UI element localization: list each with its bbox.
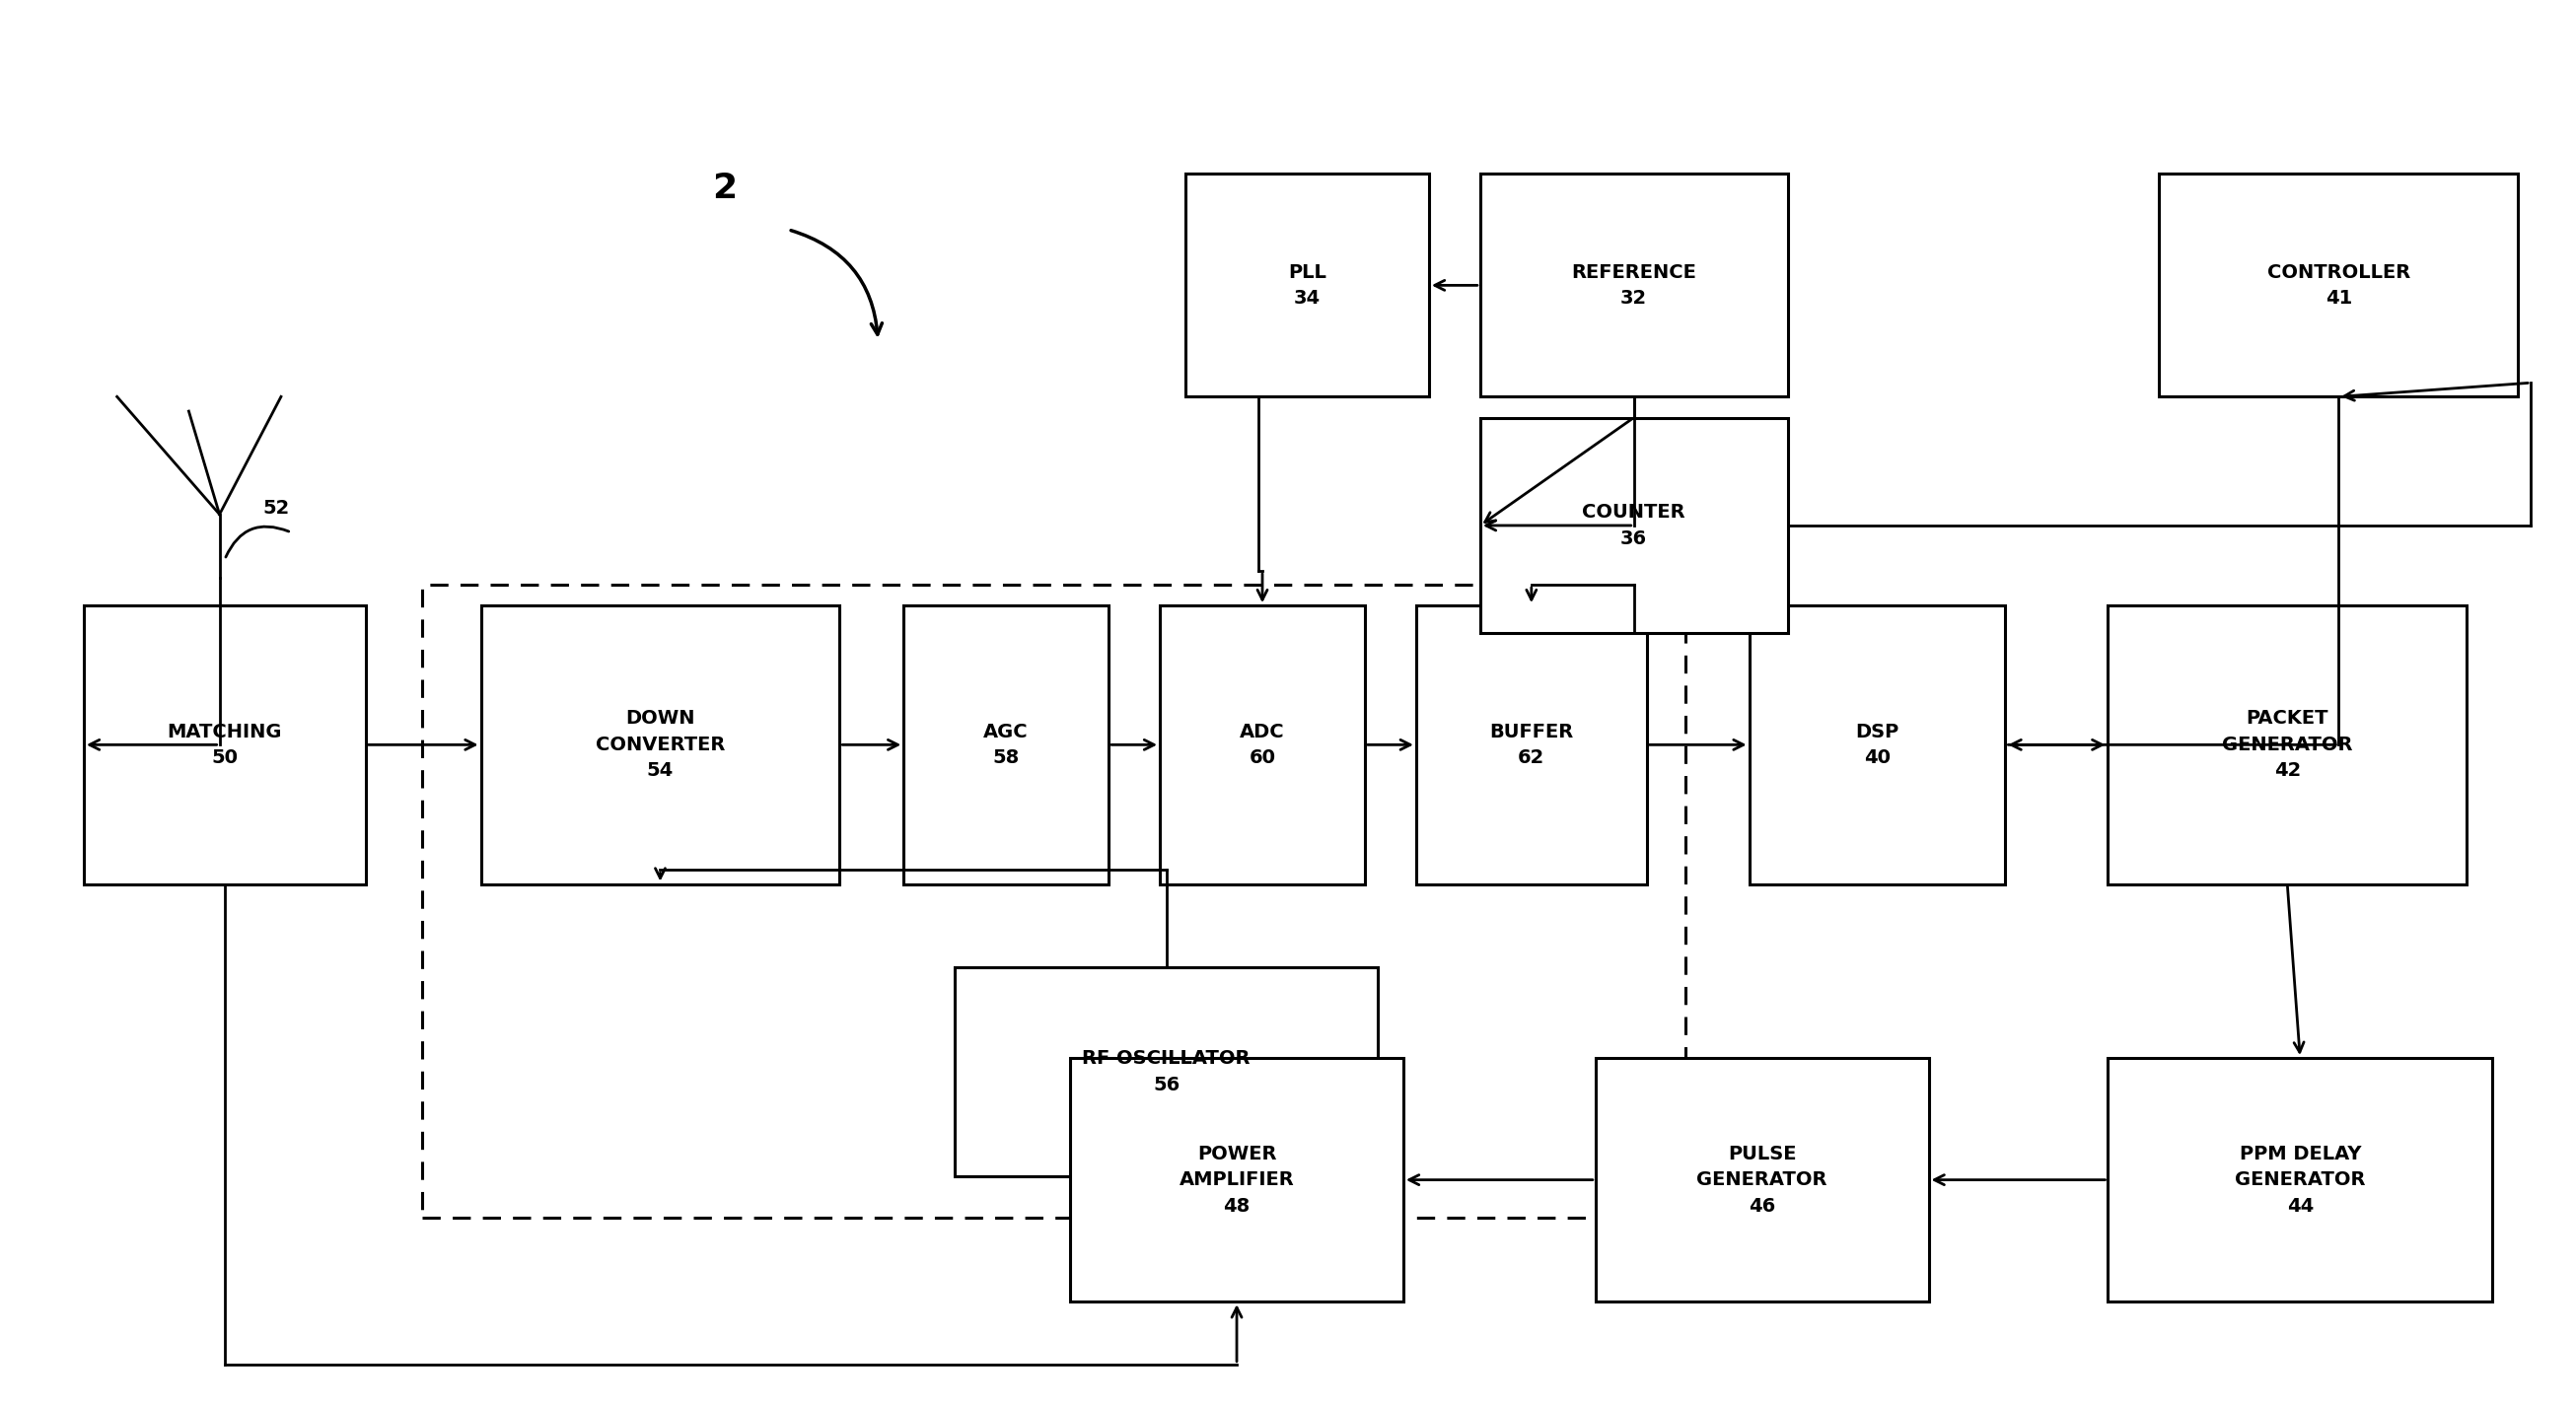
- Text: PULSE
GENERATOR
46: PULSE GENERATOR 46: [1698, 1144, 1826, 1215]
- FancyBboxPatch shape: [1481, 174, 1788, 396]
- Text: DSP
40: DSP 40: [1855, 723, 1899, 768]
- FancyBboxPatch shape: [1185, 174, 1430, 396]
- Text: DOWN
CONVERTER
54: DOWN CONVERTER 54: [595, 709, 724, 780]
- FancyBboxPatch shape: [956, 967, 1378, 1177]
- Text: ADC
60: ADC 60: [1239, 723, 1285, 768]
- Text: PACKET
GENERATOR
42: PACKET GENERATOR 42: [2223, 709, 2352, 780]
- Text: CONTROLLER
41: CONTROLLER 41: [2267, 263, 2411, 308]
- Text: PLL
34: PLL 34: [1288, 263, 1327, 308]
- FancyBboxPatch shape: [1595, 1059, 1929, 1302]
- Text: PPM DELAY
GENERATOR
44: PPM DELAY GENERATOR 44: [2236, 1144, 2365, 1215]
- FancyBboxPatch shape: [1417, 606, 1646, 884]
- Text: 2: 2: [711, 172, 737, 205]
- FancyBboxPatch shape: [2107, 606, 2468, 884]
- FancyBboxPatch shape: [1069, 1059, 1404, 1302]
- FancyBboxPatch shape: [82, 606, 366, 884]
- Text: COUNTER
36: COUNTER 36: [1582, 503, 1685, 548]
- FancyBboxPatch shape: [2107, 1059, 2494, 1302]
- FancyBboxPatch shape: [1749, 606, 2007, 884]
- FancyBboxPatch shape: [482, 606, 840, 884]
- FancyBboxPatch shape: [2159, 174, 2517, 396]
- Text: RF OSCILLATOR
56: RF OSCILLATOR 56: [1082, 1049, 1249, 1094]
- FancyBboxPatch shape: [1481, 418, 1788, 633]
- Text: BUFFER
62: BUFFER 62: [1489, 723, 1574, 768]
- FancyBboxPatch shape: [904, 606, 1108, 884]
- FancyBboxPatch shape: [1159, 606, 1365, 884]
- Text: 52: 52: [263, 499, 291, 517]
- Text: AGC
58: AGC 58: [984, 723, 1028, 768]
- Text: MATCHING
50: MATCHING 50: [167, 723, 283, 768]
- Text: REFERENCE
32: REFERENCE 32: [1571, 263, 1698, 308]
- Text: POWER
AMPLIFIER
48: POWER AMPLIFIER 48: [1180, 1144, 1293, 1215]
